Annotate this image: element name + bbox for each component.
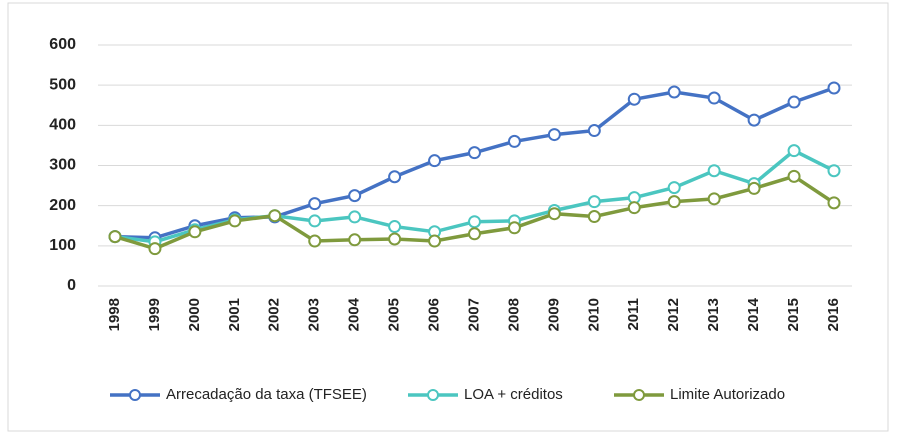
x-tick-label: 2015 bbox=[785, 298, 802, 331]
x-tick-label: 2000 bbox=[186, 298, 203, 331]
x-tick-label: 2010 bbox=[585, 298, 602, 331]
point bbox=[348, 233, 362, 247]
point bbox=[587, 210, 601, 224]
point bbox=[547, 128, 561, 142]
point bbox=[507, 134, 521, 148]
x-tick-label: 2007 bbox=[465, 298, 482, 331]
point bbox=[707, 91, 721, 105]
point bbox=[188, 225, 202, 239]
legend-label: LOA + créditos bbox=[464, 386, 563, 403]
point bbox=[468, 215, 481, 229]
point bbox=[507, 221, 521, 235]
point bbox=[308, 197, 322, 211]
x-tick-label: 2011 bbox=[625, 298, 642, 331]
x-tick-label: 2006 bbox=[426, 298, 443, 331]
x-tick-label: 2016 bbox=[825, 298, 842, 331]
x-tick-label: 2009 bbox=[545, 298, 562, 331]
point bbox=[827, 164, 841, 178]
point bbox=[667, 85, 681, 99]
x-tick-label: 2003 bbox=[306, 298, 323, 331]
point bbox=[428, 154, 442, 168]
legend-marker bbox=[129, 389, 141, 401]
point bbox=[547, 207, 561, 221]
point bbox=[707, 164, 721, 178]
point bbox=[108, 230, 122, 244]
point bbox=[348, 189, 362, 203]
x-tick-label: 2014 bbox=[745, 297, 762, 331]
point bbox=[707, 192, 721, 206]
x-tick-label: 1999 bbox=[146, 298, 163, 331]
point bbox=[827, 81, 841, 95]
point bbox=[388, 170, 402, 184]
point bbox=[787, 95, 801, 109]
point bbox=[388, 232, 402, 246]
x-tick-label: 2013 bbox=[705, 298, 722, 331]
point bbox=[468, 146, 481, 160]
y-tick-label: 500 bbox=[49, 76, 76, 93]
point bbox=[428, 234, 442, 248]
point bbox=[627, 201, 641, 215]
point bbox=[308, 234, 322, 248]
point bbox=[268, 209, 282, 223]
x-tick-label: 2005 bbox=[386, 298, 403, 331]
point bbox=[747, 113, 761, 127]
point bbox=[587, 195, 601, 209]
point bbox=[787, 169, 801, 183]
y-tick-label: 400 bbox=[49, 117, 76, 134]
x-tick-label: 2012 bbox=[665, 298, 682, 331]
x-tick-label: 1998 bbox=[106, 298, 123, 331]
x-tick-label: 2004 bbox=[346, 297, 363, 331]
frame bbox=[7, 2, 889, 432]
x-tick-label: 2008 bbox=[505, 298, 522, 331]
legend-marker bbox=[427, 389, 439, 401]
point bbox=[827, 196, 841, 210]
point bbox=[148, 242, 162, 256]
legend-label: Limite Autorizado bbox=[670, 386, 785, 403]
point bbox=[667, 181, 681, 195]
legend-label: Arrecadação da taxa (TFSEE) bbox=[166, 386, 367, 403]
point bbox=[787, 144, 801, 158]
point bbox=[228, 214, 242, 228]
point bbox=[667, 195, 681, 209]
y-tick-label: 600 bbox=[49, 36, 76, 53]
point bbox=[348, 210, 362, 224]
x-tick-label: 2001 bbox=[226, 298, 243, 331]
point bbox=[587, 124, 601, 138]
point bbox=[308, 214, 322, 228]
x-tick-label: 2002 bbox=[266, 298, 283, 331]
point bbox=[747, 181, 761, 195]
legend-marker bbox=[633, 389, 645, 401]
point bbox=[388, 220, 402, 234]
y-tick-label: 0 bbox=[67, 277, 76, 294]
y-tick-label: 200 bbox=[49, 197, 76, 214]
y-tick-label: 100 bbox=[49, 237, 76, 254]
point bbox=[627, 92, 641, 106]
point bbox=[468, 227, 481, 241]
y-tick-label: 300 bbox=[49, 157, 76, 174]
